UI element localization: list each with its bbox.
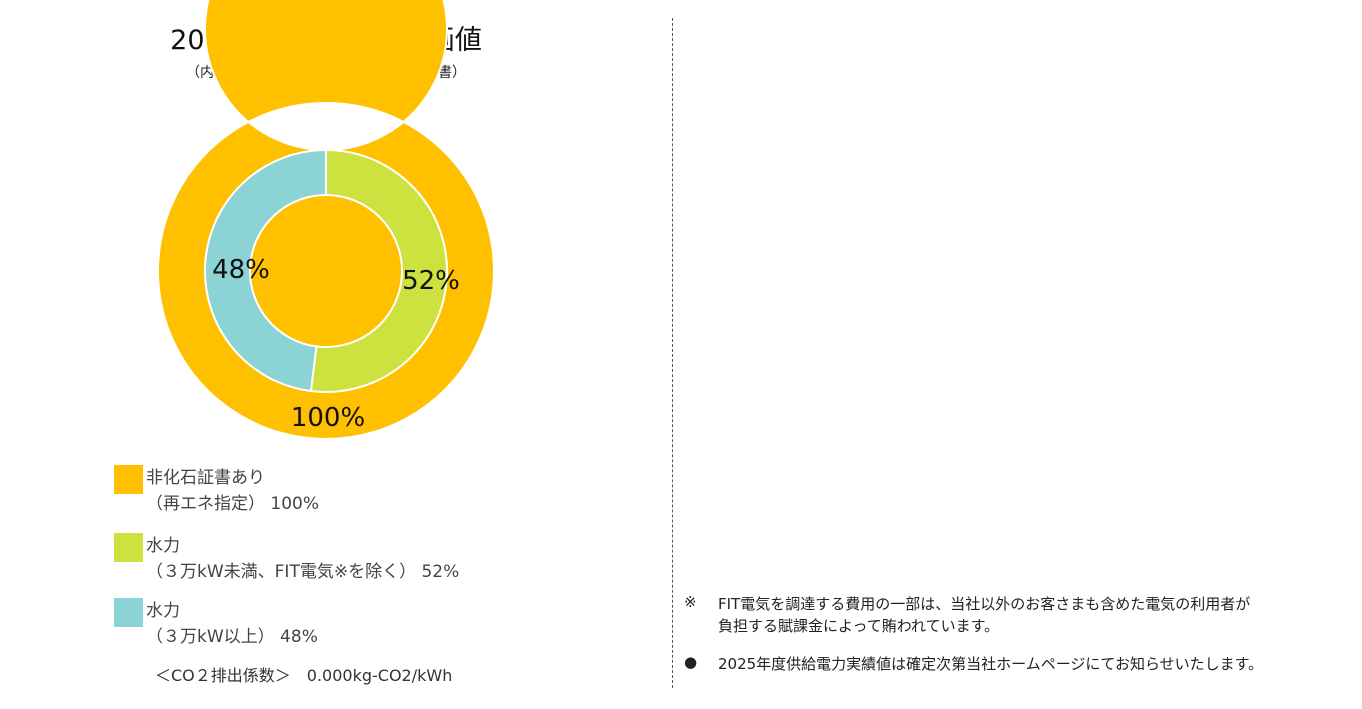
legend-swatch-teal xyxy=(114,598,143,627)
legend-swatch-green xyxy=(114,533,143,562)
outer-ring-data-label: 100% xyxy=(291,403,365,433)
legend-value: （３万kW未満、FIT電気※を除く） 52% xyxy=(146,562,460,582)
legend-label: 水力 xyxy=(146,601,180,621)
legend-swatch-orange xyxy=(114,465,143,494)
inner-ring xyxy=(204,148,448,393)
inner-ring-slice-0 xyxy=(309,148,448,393)
inner-ring-data-label-1: 48% xyxy=(212,255,270,285)
donut-chart: 100% 52% 48% xyxy=(157,0,495,440)
co2-emission-factor: ＜CO２排出係数＞ 0.000kg-CO2/kWh xyxy=(155,666,453,685)
bullet-icon: ● xyxy=(684,653,698,671)
legend-label: 水力 xyxy=(146,536,180,556)
inner-ring-data-label-0: 52% xyxy=(402,266,460,296)
legend-label: 非化石証書あり xyxy=(146,468,265,488)
note-text: 2025年度供給電力実績値は確定次第当社ホームページにてお知らせいたします。 xyxy=(718,655,1264,673)
legend-value: （３万kW以上） 48% xyxy=(146,627,318,647)
dashed-divider xyxy=(672,18,673,688)
inner-ring-slice-1 xyxy=(204,148,327,393)
legend-value: （再エネ指定） 100% xyxy=(146,494,320,514)
data-labels: 100% 52% 48% xyxy=(212,255,460,433)
note-text-continued: 負担する賦課金によって賄われています。 xyxy=(718,617,1000,635)
note-mark: ※ xyxy=(684,593,697,611)
note-text: FIT電気を調達する費用の一部は、当社以外のお客さまも含めた電気の利用者が xyxy=(718,595,1251,613)
